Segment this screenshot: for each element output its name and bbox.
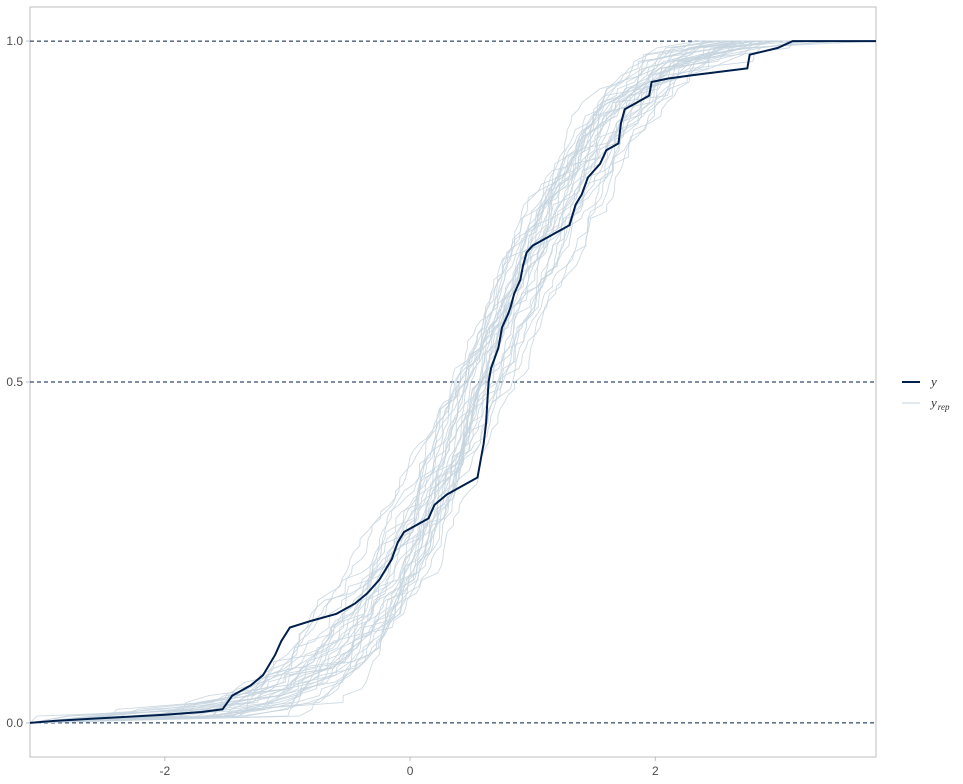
x-axis: -2 0 2 [160, 757, 659, 778]
y-line [29, 40, 876, 724]
x-tick-label: -2 [160, 764, 171, 778]
legend-label-y: y [929, 374, 937, 389]
y-rep-line [29, 40, 877, 724]
y-rep-line [29, 40, 876, 724]
y-rep-line [29, 40, 876, 724]
y-rep-line [29, 40, 876, 724]
x-tick-label: 2 [652, 764, 659, 778]
y-rep-line [29, 40, 876, 724]
y-rep-line [29, 40, 876, 724]
y-rep-line [29, 40, 876, 724]
y-rep-line [29, 40, 876, 724]
y-rep-line [29, 40, 876, 724]
y-axis: 0.0 0.5 1.0 [6, 34, 30, 730]
legend: y yrep [902, 374, 950, 412]
y-tick-label: 0.5 [6, 375, 23, 389]
y-rep-line [29, 40, 876, 724]
x-tick-label: 0 [407, 764, 414, 778]
legend-label-yrep: yrep [929, 395, 950, 412]
y-tick-label: 1.0 [6, 34, 23, 48]
y-series-group [29, 40, 876, 724]
y-rep-line [29, 40, 876, 724]
y-rep-series-group [29, 40, 877, 724]
y-rep-line [29, 40, 876, 724]
y-rep-line [29, 40, 876, 724]
y-rep-line [29, 40, 876, 724]
y-rep-line [29, 40, 876, 724]
reference-lines [30, 40, 876, 724]
y-rep-line [29, 40, 876, 724]
y-rep-line [29, 40, 876, 724]
y-tick-label: 0.0 [6, 716, 23, 730]
